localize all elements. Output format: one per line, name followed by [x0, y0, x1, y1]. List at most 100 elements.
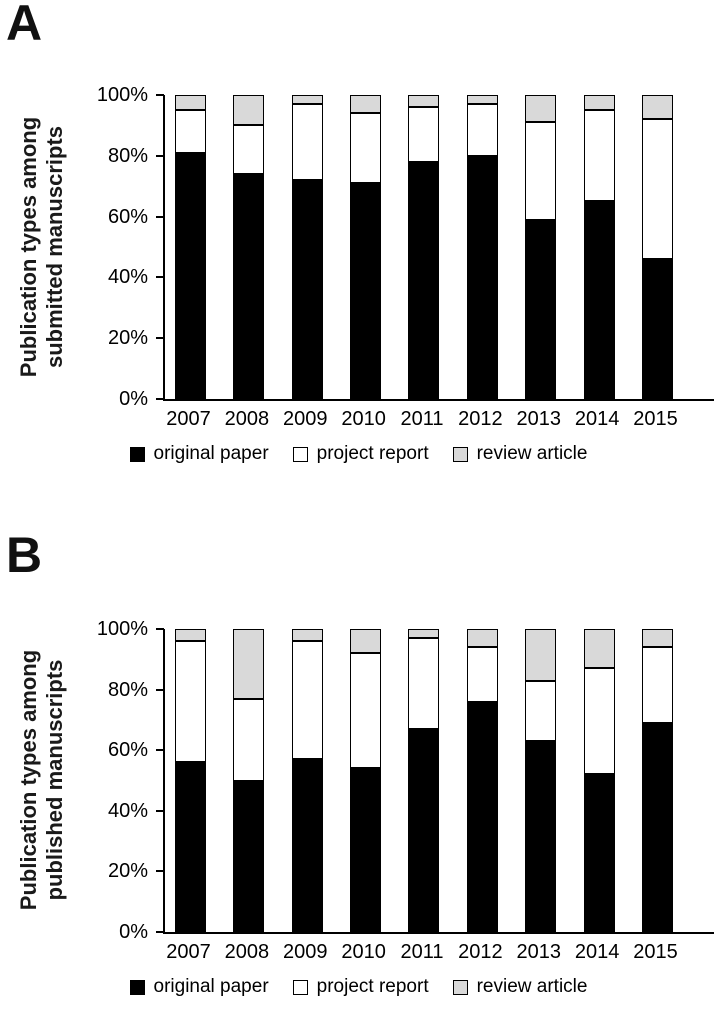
- legend-a: original paper project report review artic…: [0, 443, 717, 465]
- bar-segment-review-article: [641, 629, 673, 648]
- bar-segment-review-article: [583, 629, 615, 669]
- bar-segment-original-paper: [466, 701, 498, 932]
- bar-2011: [408, 629, 440, 932]
- bar-segment-original-paper: [291, 180, 323, 399]
- bar-segment-review-article: [525, 95, 557, 123]
- y-tickmark: [156, 809, 164, 812]
- bar-segment-original-paper: [466, 155, 498, 399]
- plot-area-a: [156, 94, 714, 401]
- bar-segment-review-article: [408, 95, 440, 108]
- bar-2012: [466, 629, 498, 932]
- legend-label: review article: [476, 443, 588, 464]
- y-axis-title-a-line1: Publication types among: [16, 116, 42, 378]
- x-tick-label-2009: 2009: [282, 408, 328, 430]
- legend-label: project report: [316, 976, 429, 997]
- x-tick-label-2015: 2015: [633, 941, 678, 963]
- x-tick-label-2008: 2008: [224, 941, 270, 963]
- bar-segment-original-paper: [583, 774, 615, 932]
- bar-segment-review-article: [291, 95, 323, 105]
- y-axis-title-a-line2: submitted manuscripts: [42, 125, 67, 369]
- y-tickmark: [156, 154, 164, 157]
- y-tick-label: 100%: [96, 618, 148, 640]
- bar-2008: [233, 95, 265, 399]
- y-axis-title-b-line2: published manuscripts: [42, 659, 67, 901]
- x-tick-label-2011: 2011: [400, 941, 444, 963]
- bar-segment-review-article: [466, 629, 498, 648]
- bar-segment-original-paper: [641, 259, 673, 399]
- bar-segment-project-report: [641, 119, 673, 260]
- y-tickmark: [156, 749, 164, 752]
- bar-2008: [233, 629, 265, 932]
- x-tick-label-2007: 2007: [166, 408, 211, 430]
- bar-segment-original-paper: [525, 219, 557, 399]
- x-tick-label-2014: 2014: [574, 941, 620, 963]
- bar-segment-review-article: [233, 95, 265, 126]
- bar-segment-review-article: [291, 629, 323, 642]
- x-tick-label-2015: 2015: [633, 408, 678, 430]
- panel-label-a: A: [6, 0, 43, 51]
- y-tick-label: 40%: [107, 799, 148, 822]
- bar-segment-project-report: [233, 698, 265, 781]
- bar-segment-review-article: [466, 95, 498, 105]
- legend-label: project report: [316, 443, 429, 464]
- legend-label: review article: [476, 976, 588, 997]
- bar-segment-review-article: [175, 629, 206, 642]
- bar-segment-project-report: [466, 104, 498, 156]
- bar-segment-project-report: [291, 641, 323, 760]
- y-tickmark: [156, 337, 164, 340]
- legend-item-project-report: project report: [292, 976, 429, 998]
- x-tick-label-2014: 2014: [574, 408, 620, 430]
- legend-item-project-report: project report: [292, 443, 429, 465]
- y-tick-label: 60%: [107, 205, 148, 228]
- legend-swatch-review-article: [452, 979, 468, 995]
- bar-segment-original-paper: [291, 759, 323, 932]
- y-tickmark: [156, 398, 164, 400]
- legend-label: original paper: [153, 976, 269, 997]
- bar-segment-project-report: [350, 113, 382, 184]
- bar-2014: [583, 629, 615, 932]
- y-axis-title-b: Publication types among published manusc…: [16, 650, 68, 910]
- bar-2010: [350, 629, 382, 932]
- bar-segment-project-report: [175, 110, 206, 153]
- bar-segment-project-report: [408, 638, 440, 729]
- bar-segment-review-article: [583, 95, 615, 111]
- bar-2007: [175, 629, 206, 932]
- legend-swatch-original-paper: [129, 446, 145, 462]
- bar-2015: [641, 95, 673, 399]
- bar-2009: [291, 629, 323, 932]
- y-tick-label: 80%: [107, 678, 148, 701]
- bar-2011: [408, 95, 440, 399]
- bar-segment-project-report: [525, 680, 557, 742]
- x-tick-label-2007: 2007: [166, 941, 211, 963]
- y-tickmark: [156, 870, 164, 873]
- bar-segment-original-paper: [350, 183, 382, 399]
- bar-segment-original-paper: [175, 152, 206, 399]
- x-tick-label-2013: 2013: [516, 941, 561, 963]
- legend-swatch-project-report: [292, 446, 308, 462]
- y-tickmark: [156, 628, 164, 630]
- bar-segment-original-paper: [525, 741, 557, 932]
- bar-segment-review-article: [525, 629, 557, 681]
- bar-segment-original-paper: [350, 768, 382, 932]
- y-tick-label: 0%: [119, 388, 148, 410]
- bar-2007: [175, 95, 206, 399]
- x-tick-label-2009: 2009: [282, 941, 328, 963]
- bar-segment-original-paper: [583, 201, 615, 399]
- bar-segment-review-article: [233, 629, 265, 699]
- bar-2013: [525, 95, 557, 399]
- bar-segment-project-report: [583, 668, 615, 775]
- bar-segment-project-report: [233, 125, 265, 175]
- bar-2012: [466, 95, 498, 399]
- y-tickmark: [156, 688, 164, 691]
- bar-segment-original-paper: [408, 729, 440, 932]
- bar-segment-project-report: [583, 110, 615, 202]
- legend-swatch-review-article: [452, 446, 468, 462]
- plot-area-b: [156, 628, 714, 934]
- x-tick-label-2010: 2010: [341, 408, 386, 430]
- bar-2015: [641, 629, 673, 932]
- bar-segment-original-paper: [641, 722, 673, 932]
- y-tick-label: 0%: [119, 921, 148, 943]
- x-tick-label-2012: 2012: [458, 941, 503, 963]
- y-tickmark: [156, 215, 164, 218]
